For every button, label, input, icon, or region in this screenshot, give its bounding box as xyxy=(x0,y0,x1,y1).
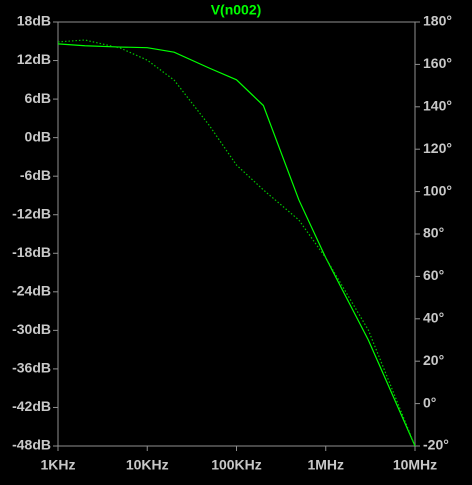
y-tick-label: 18dB xyxy=(17,13,51,29)
y-tick-label: -6dB xyxy=(20,167,51,183)
y2-tick-label: 40° xyxy=(423,310,444,326)
y2-tick-label: 140° xyxy=(423,98,452,114)
y2-tick-label: 120° xyxy=(423,140,452,156)
y2-tick-label: 60° xyxy=(423,267,444,283)
y-tick-label: 0dB xyxy=(25,128,51,144)
y-tick-label: -24dB xyxy=(12,283,51,299)
y-tick-label: -42dB xyxy=(12,398,51,414)
y-tick-label: -18dB xyxy=(12,244,51,260)
y2-tick-label: 20° xyxy=(423,352,444,368)
x-tick-label: 1MHz xyxy=(307,457,344,473)
x-tick-label: 10KHz xyxy=(126,457,169,473)
y-tick-label: 6dB xyxy=(25,90,51,106)
chart-title: V(n002) xyxy=(211,2,262,18)
y-tick-label: 12dB xyxy=(17,51,51,67)
y2-tick-label: 180° xyxy=(423,13,452,29)
x-tick-label: 1KHz xyxy=(40,457,75,473)
series-line xyxy=(57,39,416,447)
y2-tick-label: 160° xyxy=(423,55,452,71)
x-tick-label: 100KHz xyxy=(211,457,262,473)
y-tick-label: -30dB xyxy=(12,321,51,337)
x-tick-label: 10MHz xyxy=(393,457,437,473)
y-tick-label: -36dB xyxy=(12,360,51,376)
y2-tick-label: -20° xyxy=(423,437,449,453)
y2-tick-label: 100° xyxy=(423,182,452,198)
y2-tick-label: 0° xyxy=(423,394,436,410)
y-tick-label: -12dB xyxy=(12,205,51,221)
y2-tick-label: 80° xyxy=(423,225,444,241)
y-tick-label: -48dB xyxy=(12,437,51,453)
